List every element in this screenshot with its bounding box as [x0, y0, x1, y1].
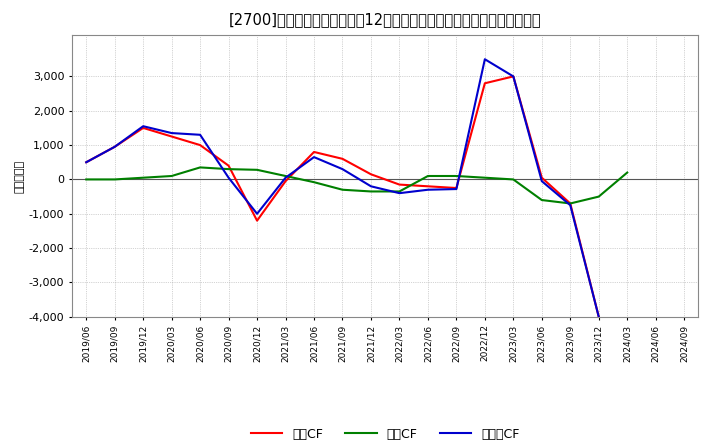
フリーCF: [566, 202, 575, 208]
営業CF: [423, 183, 432, 189]
投賃CF: [82, 177, 91, 182]
投賃CF: [338, 187, 347, 192]
フリーCF: [82, 160, 91, 165]
Line: 投賃CF: 投賃CF: [86, 167, 627, 203]
営業CF: [310, 149, 318, 154]
投賃CF: [310, 180, 318, 185]
投賃CF: [623, 170, 631, 175]
フリーCF: [139, 124, 148, 129]
Line: フリーCF: フリーCF: [86, 59, 599, 317]
営業CF: [509, 74, 518, 79]
営業CF: [480, 81, 489, 86]
投賃CF: [196, 165, 204, 170]
営業CF: [139, 125, 148, 131]
投賃CF: [595, 194, 603, 199]
営業CF: [253, 218, 261, 223]
営業CF: [167, 134, 176, 139]
営業CF: [595, 314, 603, 319]
投賃CF: [537, 198, 546, 203]
フリーCF: [537, 179, 546, 184]
営業CF: [282, 179, 290, 184]
営業CF: [338, 156, 347, 161]
営業CF: [452, 185, 461, 191]
フリーCF: [509, 74, 518, 79]
フリーCF: [310, 154, 318, 160]
営業CF: [225, 163, 233, 169]
Line: 営業CF: 営業CF: [86, 77, 599, 317]
Title: [2700]　キャッシュフローの12か月移動合計の対前年同期増減額の推移: [2700] キャッシュフローの12か月移動合計の対前年同期増減額の推移: [229, 12, 541, 27]
フリーCF: [253, 211, 261, 216]
投賃CF: [253, 167, 261, 172]
投賃CF: [366, 189, 375, 194]
フリーCF: [595, 314, 603, 319]
フリーCF: [395, 191, 404, 196]
フリーCF: [423, 187, 432, 192]
投賃CF: [139, 175, 148, 180]
フリーCF: [167, 130, 176, 136]
フリーCF: [196, 132, 204, 137]
フリーCF: [282, 175, 290, 180]
営業CF: [82, 160, 91, 165]
Y-axis label: （百万円）: （百万円）: [14, 159, 24, 193]
投賃CF: [452, 173, 461, 179]
フリーCF: [110, 144, 119, 150]
フリーCF: [452, 187, 461, 192]
フリーCF: [338, 166, 347, 172]
営業CF: [110, 144, 119, 150]
投賃CF: [282, 173, 290, 179]
営業CF: [537, 175, 546, 180]
投賃CF: [423, 173, 432, 179]
投賃CF: [167, 173, 176, 179]
営業CF: [366, 172, 375, 177]
営業CF: [196, 143, 204, 148]
営業CF: [566, 201, 575, 206]
投賃CF: [566, 201, 575, 206]
フリーCF: [225, 175, 233, 180]
フリーCF: [366, 183, 375, 189]
投賃CF: [110, 177, 119, 182]
投賃CF: [395, 189, 404, 194]
投賃CF: [225, 166, 233, 172]
Legend: 営業CF, 投賃CF, フリーCF: 営業CF, 投賃CF, フリーCF: [246, 423, 525, 440]
フリーCF: [480, 57, 489, 62]
投賃CF: [480, 175, 489, 180]
営業CF: [395, 182, 404, 187]
投賃CF: [509, 177, 518, 182]
